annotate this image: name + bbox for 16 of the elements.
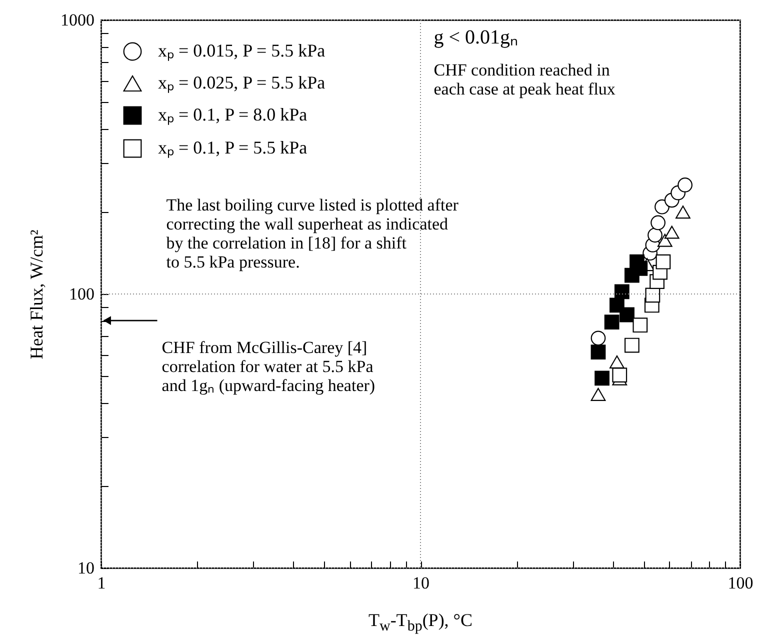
y-tick-label: 1000 <box>60 10 94 30</box>
legend-label: xₚ = 0.025, P = 5.5 kPa <box>158 72 326 94</box>
annotation: CHF from McGillis-Carey [4] correlation for water at 5.5 kPa and 1gₙ (upward-facing heater) <box>162 338 376 395</box>
legend-label: xₚ = 0.1, P = 8.0 kPa <box>158 104 308 126</box>
x-tick-label: 1 <box>97 574 106 592</box>
annotation: g < 0.01gₙ <box>434 26 518 48</box>
annotation: CHF condition reached in each case at peak heat flux <box>434 60 616 98</box>
x-axis-title: T$_{w}$-T$_{bp}$(P), °C <box>367 610 474 636</box>
x-tick-label: 100 <box>728 574 754 592</box>
y-tick-label: 100 <box>69 284 94 304</box>
legend-label: xₚ = 0.1, P = 5.5 kPa <box>158 138 308 158</box>
legend-label: xₚ = 0.015, P = 5.5 kPa <box>158 40 326 62</box>
annotation: The last boiling curve listed is plotted after correcting the wall superheat as indicated by the correlation in [18] for a shift to 5.5 kPa pressure. <box>166 196 459 272</box>
y-tick-label: 10 <box>78 558 94 578</box>
y-axis-title: Heat Flux, W/cm² <box>26 230 46 360</box>
x-tick-label: 10 <box>412 574 430 592</box>
